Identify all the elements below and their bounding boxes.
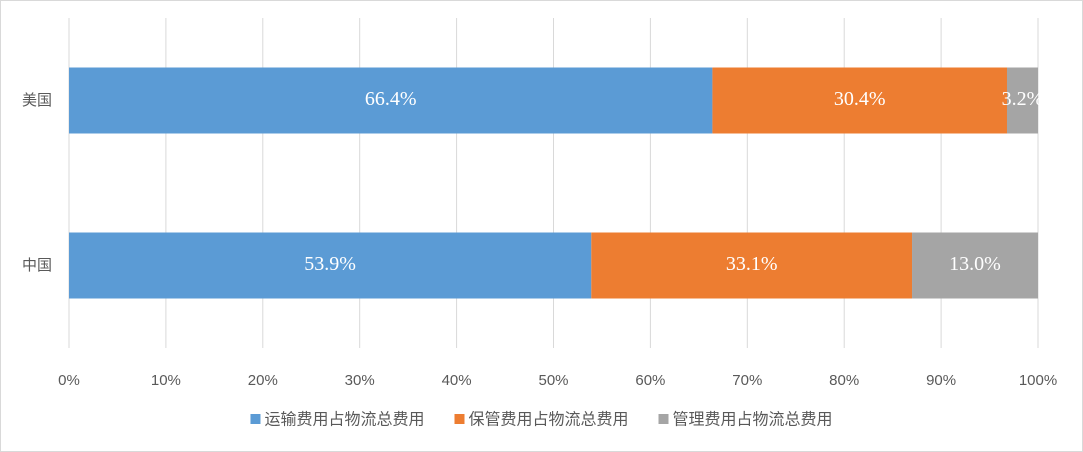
y-tick-label: 美国 [22, 91, 52, 109]
legend-label: 管理费用占物流总费用 [673, 410, 833, 429]
legend-swatch [454, 414, 465, 424]
legend-swatch [658, 414, 669, 424]
bar-segment [591, 232, 913, 299]
x-tick-label: 10% [151, 372, 181, 389]
x-tick-label: 40% [442, 372, 472, 389]
x-tick-label: 0% [58, 372, 80, 389]
bar-value-label: 13.0% [949, 253, 1001, 275]
x-tick-label: 20% [248, 372, 278, 389]
x-tick-label: 80% [829, 372, 859, 389]
legend-swatch [250, 414, 261, 424]
bar-segment [69, 232, 592, 299]
bar-value-label: 66.4% [365, 88, 417, 110]
x-tick-label: 30% [345, 372, 375, 389]
bar-value-label: 33.1% [726, 253, 778, 275]
bar-value-label: 3.2% [1002, 88, 1044, 110]
legend-label: 运输费用占物流总费用 [264, 410, 424, 429]
x-tick-label: 50% [538, 372, 568, 389]
bar-segment [69, 67, 713, 134]
x-tick-label: 60% [635, 372, 665, 389]
bar-segment [1006, 67, 1038, 134]
x-tick-label: 100% [1019, 372, 1057, 389]
x-tick-label: 70% [732, 372, 762, 389]
bar-segment [912, 232, 1038, 299]
x-tick-label: 90% [926, 372, 956, 389]
bar-segment [712, 67, 1007, 134]
legend-label: 保管费用占物流总费用 [468, 410, 628, 429]
bar-value-label: 53.9% [304, 253, 356, 275]
bar-value-label: 30.4% [834, 88, 886, 110]
y-tick-label: 中国 [22, 256, 52, 274]
